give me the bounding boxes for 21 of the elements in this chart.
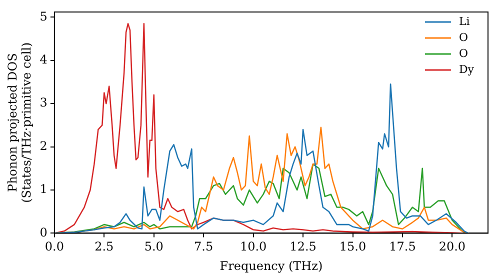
- legend-label: O: [458, 46, 468, 60]
- x-tick-label: 17.5: [389, 240, 416, 254]
- y-axis-title: Phonon projected DOS (States/THz·primitive cell): [5, 42, 34, 203]
- y-tick-label: 0: [40, 225, 48, 240]
- x-tick-label: 10.0: [240, 240, 267, 254]
- x-tick-label: 20.0: [438, 240, 466, 254]
- y-tick-label: 3: [40, 96, 48, 110]
- x-tick-label: 5.0: [144, 240, 164, 254]
- y-tick-label: 1: [40, 182, 48, 196]
- y-tick-label: 4: [40, 52, 48, 67]
- x-tick-label: 7.5: [194, 240, 214, 254]
- x-tick-label: 0.0: [44, 240, 64, 254]
- legend-label: O: [458, 30, 468, 44]
- x-tick-label: 15.0: [339, 240, 366, 254]
- x-axis-title: Frequency (THz): [220, 258, 323, 273]
- legend-label: Li: [458, 14, 470, 28]
- legend-label: Dy: [458, 62, 475, 76]
- y-tick-label: 2: [40, 138, 48, 153]
- y-tick-label: 5: [40, 9, 48, 24]
- x-tick-label: 2.5: [94, 240, 114, 254]
- x-tick-label: 12.5: [290, 240, 316, 254]
